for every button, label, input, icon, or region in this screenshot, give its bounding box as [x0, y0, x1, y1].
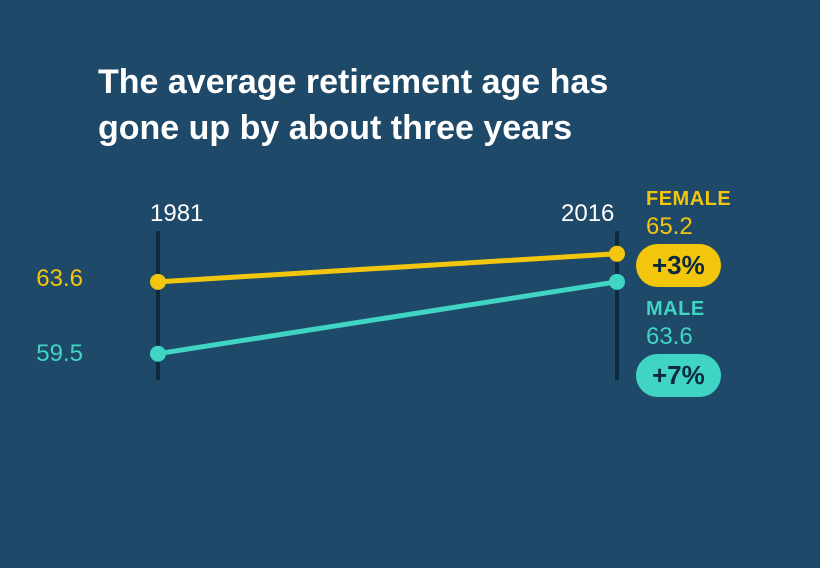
change-badge-male: +7%: [636, 354, 721, 397]
end-value-female: 65.2: [646, 213, 693, 241]
series-line-female: [158, 254, 617, 282]
axis-label-end-year: 2016: [561, 200, 614, 228]
marker-end-male: [609, 274, 625, 290]
series-name-male: MALE: [646, 298, 705, 321]
end-value-male: 63.6: [646, 323, 693, 351]
series-line-male: [158, 282, 617, 354]
marker-start-female: [150, 274, 166, 290]
marker-start-male: [150, 346, 166, 362]
change-badge-female: +3%: [636, 244, 721, 287]
start-value-female: 63.6: [36, 265, 83, 293]
start-value-male: 59.5: [36, 340, 83, 368]
axis-label-start-year: 1981: [150, 200, 203, 228]
marker-end-female: [609, 246, 625, 262]
series-name-female: FEMALE: [646, 188, 731, 211]
